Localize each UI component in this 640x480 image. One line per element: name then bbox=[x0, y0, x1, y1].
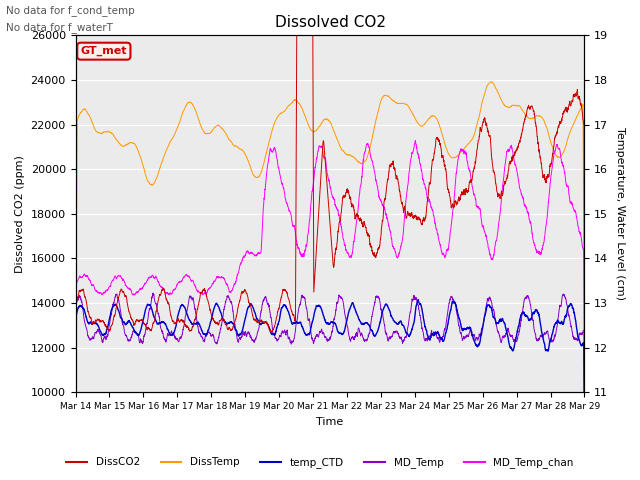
Text: No data for f_waterT: No data for f_waterT bbox=[6, 22, 113, 33]
Title: Dissolved CO2: Dissolved CO2 bbox=[275, 15, 385, 30]
Y-axis label: Dissolved CO2 (ppm): Dissolved CO2 (ppm) bbox=[15, 155, 25, 273]
Text: GT_met: GT_met bbox=[81, 46, 127, 56]
Text: No data for f_cond_temp: No data for f_cond_temp bbox=[6, 5, 135, 16]
Legend: DissCO2, DissTemp, temp_CTD, MD_Temp, MD_Temp_chan: DissCO2, DissTemp, temp_CTD, MD_Temp, MD… bbox=[62, 453, 578, 472]
Y-axis label: Temperature, Water Level (cm): Temperature, Water Level (cm) bbox=[615, 127, 625, 300]
X-axis label: Time: Time bbox=[316, 417, 344, 427]
